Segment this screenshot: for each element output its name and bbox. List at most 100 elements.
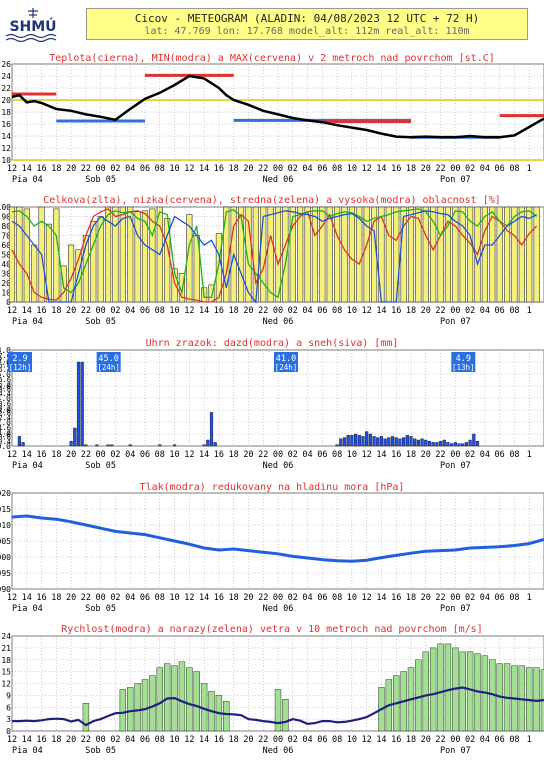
hour-tick-label: 20 xyxy=(66,306,76,316)
high-cloud-line xyxy=(11,210,537,304)
hour-tick-label: 10 xyxy=(169,306,179,316)
precip-total-period: [12h] xyxy=(9,363,32,372)
precip-total-amount: 4.9 xyxy=(456,354,471,364)
total-cloud-bar xyxy=(326,206,333,303)
hour-tick-label: 08 xyxy=(155,593,165,603)
total-cloud-bar xyxy=(119,206,126,303)
chart-panel-1: 1009080706050403020100Celkova(zlta), niz… xyxy=(0,195,544,327)
y-tick-label: 1015 xyxy=(0,505,11,514)
hour-tick-label: 18 xyxy=(51,450,61,460)
rain-bar xyxy=(17,436,21,447)
y-tick-label: 1020 xyxy=(0,489,11,498)
day-label: Pon 07 xyxy=(440,604,471,614)
total-cloud-bar xyxy=(533,206,540,303)
y-tick-label: 1010 xyxy=(0,521,11,530)
rain-bar xyxy=(106,444,110,447)
hour-tick-label: 00 xyxy=(273,164,283,174)
rain-bar xyxy=(80,361,84,447)
panel-title: Teplota(cierna), MIN(modra) a MAX(cerven… xyxy=(49,53,495,64)
rain-bar xyxy=(468,439,472,447)
y-tick-label: 10 xyxy=(1,156,11,165)
gust-bar xyxy=(282,699,289,732)
total-cloud-bar xyxy=(526,206,533,303)
rain-bar xyxy=(76,361,81,447)
y-tick-label: 24 xyxy=(1,632,11,641)
hour-tick-label: 02 xyxy=(465,164,475,174)
rain-bar xyxy=(213,442,217,447)
panel-title: Celkova(zlta), nizka(cervena), stredna(z… xyxy=(43,195,501,206)
y-tick-label: 990 xyxy=(0,585,11,594)
y-tick-label: 7.2 xyxy=(0,357,11,365)
panel-title: Rychlost(modra) a narazy(zelena) vetra v… xyxy=(61,624,482,635)
rain-bar xyxy=(409,436,413,447)
hour-tick-label: 20 xyxy=(243,450,253,460)
hour-tick-label: 00 xyxy=(273,450,283,460)
hour-tick-label: 20 xyxy=(66,593,76,603)
hour-tick-label: 14 xyxy=(376,735,386,745)
hour-tick-label: 10 xyxy=(347,306,357,316)
day-label: Pia 04 xyxy=(12,461,43,471)
total-cloud-bar xyxy=(178,273,186,303)
hour-tick-label: 00 xyxy=(273,593,283,603)
hour-tick-label: 14 xyxy=(199,164,209,174)
hour-tick-label: 02 xyxy=(465,735,475,745)
hour-tick-label: 04 xyxy=(302,593,312,603)
rain-bar xyxy=(376,437,380,447)
precip-total-amount: 41.0 xyxy=(276,354,296,364)
hour-tick-label: 02 xyxy=(288,593,298,603)
hour-tick-label: 12 xyxy=(362,306,372,316)
y-tick-label: 7.0 xyxy=(0,358,11,367)
total-cloud-bar xyxy=(334,206,341,303)
hour-tick-label: 16 xyxy=(214,450,224,460)
day-label: Sob 05 xyxy=(85,746,116,756)
precip-total-box xyxy=(8,352,32,372)
hour-tick-label: 22 xyxy=(258,306,268,316)
y-tick-label: 18 xyxy=(1,108,11,117)
y-tick-label: 1000 xyxy=(0,553,11,562)
rain-bar xyxy=(357,435,361,447)
day-label: Sob 05 xyxy=(85,461,116,471)
rain-bar xyxy=(402,437,406,447)
hour-tick-label: 14 xyxy=(376,593,386,603)
total-cloud-bar xyxy=(444,206,452,303)
hour-tick-label: 18 xyxy=(406,306,416,316)
day-label: Sob 05 xyxy=(85,175,116,185)
panel-title: Uhrn zrazok: dazd(modra) a sneh(siva) [m… xyxy=(146,338,399,349)
hour-tick-label: 14 xyxy=(22,164,32,174)
hour-tick-label: 22 xyxy=(435,593,445,603)
hour-tick-label: 10 xyxy=(347,164,357,174)
hour-tick-label: 20 xyxy=(421,593,431,603)
total-cloud-bar xyxy=(407,206,415,303)
rain-bar xyxy=(350,435,354,447)
hour-tick-label: 04 xyxy=(480,593,490,603)
y-tick-label: 15 xyxy=(1,668,11,677)
hour-tick-label: 00 xyxy=(273,306,283,316)
y-tick-label: 16 xyxy=(1,120,11,129)
rain-bar xyxy=(206,439,210,447)
gust-bar xyxy=(82,703,90,732)
rain-bar xyxy=(453,442,457,447)
hour-tick-label: 16 xyxy=(391,164,401,174)
hour-tick-label: 02 xyxy=(110,306,120,316)
y-tick-label: 0.8 xyxy=(0,433,11,441)
y-tick-label: 5.2 xyxy=(0,381,11,389)
y-tick-label: 1.6 xyxy=(0,424,11,432)
rain-bar xyxy=(84,444,88,447)
y-tick-label: 1.0 xyxy=(0,430,11,439)
total-cloud-bar xyxy=(134,211,141,303)
hour-tick-label: 04 xyxy=(125,450,135,460)
rain-bar xyxy=(209,412,214,447)
hour-tick-label: 00 xyxy=(273,735,283,745)
hour-tick-label: 06 xyxy=(317,306,327,316)
hour-tick-label: 14 xyxy=(199,306,209,316)
hour-tick-label: 22 xyxy=(435,735,445,745)
y-tick-label: 3.2 xyxy=(0,405,11,413)
gust-bar xyxy=(127,687,134,732)
total-cloud-bar xyxy=(16,206,23,303)
hour-tick-label: 18 xyxy=(406,164,416,174)
gust-bar xyxy=(149,675,156,732)
gust-bar xyxy=(156,667,163,732)
hour-tick-label: 22 xyxy=(435,306,445,316)
y-tick-label: 2.0 xyxy=(0,418,11,427)
y-tick-label: 80 xyxy=(1,222,11,231)
